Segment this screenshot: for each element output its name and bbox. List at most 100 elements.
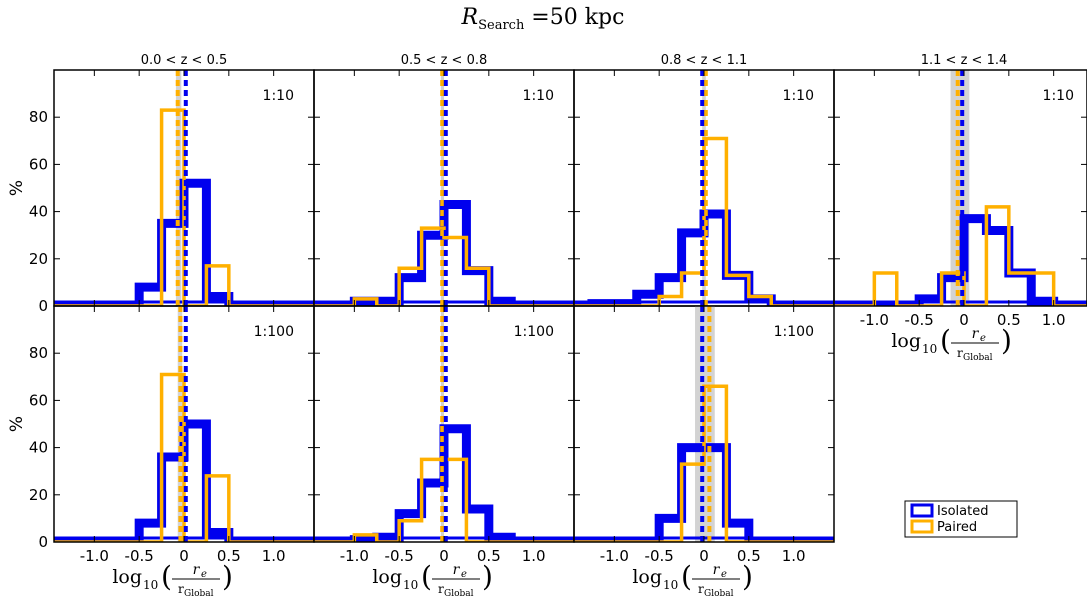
- x-axis-label-base: 10: [663, 578, 678, 592]
- mass-ratio-label: 1:100: [774, 324, 814, 340]
- panel-0: 1:10 0.0 < z < 0.5 0 20 40 60 80: [29, 53, 315, 315]
- x-tick-label: 0: [179, 547, 189, 565]
- x-axis-label-paren-open: (: [681, 560, 692, 593]
- paired-histogram: [574, 384, 834, 542]
- mass-ratio-label: 1:10: [1043, 88, 1074, 104]
- y-tick-label: 0: [38, 533, 48, 551]
- isolated-histogram: [574, 443, 834, 542]
- paired-histogram: [574, 136, 834, 306]
- x-axis-label-denominator-sub: Global: [704, 589, 734, 599]
- x-axis-label-denominator-sub: Global: [963, 353, 993, 363]
- x-axis-label-paren-open: (: [940, 324, 951, 357]
- median-band: [440, 306, 444, 542]
- legend-label-isolated: Isolated: [937, 504, 989, 519]
- x-tick-label: 0: [439, 547, 449, 565]
- x-tick-label: -1.0: [860, 311, 889, 329]
- x-axis-label-log: log: [891, 330, 921, 352]
- x-axis-label-log: log: [632, 566, 662, 588]
- legend: Isolated Paired: [904, 500, 1018, 538]
- x-tick-label: 0.5: [217, 547, 241, 565]
- panel-grid: 1:10 0.0 < z < 0.5 0 20 40 60 80 1:10 0.5 < z < …: [29, 53, 1087, 565]
- x-axis-label-log: log: [372, 566, 402, 588]
- x-axis-label-paren-open: (: [421, 560, 432, 593]
- median-band: [440, 70, 444, 306]
- median-band: [175, 70, 182, 306]
- x-axis-label-paren-close: ): [482, 560, 493, 593]
- x-tick-label: 0.5: [477, 547, 501, 565]
- x-tick-label: -0.5: [645, 547, 674, 565]
- legend-swatch-isolated: [910, 503, 934, 518]
- mass-ratio-label: 1:100: [514, 324, 554, 340]
- x-tick-label: -0.5: [125, 547, 154, 565]
- mass-ratio-label: 1:10: [783, 88, 814, 104]
- y-tick-label: 40: [29, 203, 48, 221]
- paired-histogram: [314, 457, 574, 542]
- x-tick-label: -1.0: [80, 547, 109, 565]
- x-axis-label-denominator: r: [178, 582, 184, 596]
- x-tick-label: 0: [699, 547, 709, 565]
- y-axis-label-top: %: [7, 180, 27, 196]
- figure-title: RSearch =50 kpc: [461, 5, 625, 33]
- panel-2: 1:10 0.8 < z < 1.1: [573, 53, 835, 307]
- y-tick-label: 60: [29, 391, 48, 409]
- x-axis-label: log 10(r er Global): [372, 560, 493, 599]
- x-axis-label-paren-close: ): [742, 560, 753, 593]
- x-axis-label-denominator: r: [438, 582, 444, 596]
- y-tick-label: 80: [29, 108, 48, 126]
- x-tick-label: 0.5: [997, 311, 1021, 329]
- x-axis-label-numerator: r: [193, 562, 201, 578]
- mass-ratio-label: 1:10: [523, 88, 554, 104]
- y-tick-label: 0: [38, 297, 48, 315]
- x-tick-label: -0.5: [905, 311, 934, 329]
- panel-5: 1:100 -1.0 -0.5 0 0.5 1.0: [313, 305, 575, 565]
- x-axis-label-numerator-sub: e: [980, 333, 986, 344]
- x-tick-label: -1.0: [600, 547, 629, 565]
- y-tick-label: 20: [29, 486, 48, 504]
- isolated-histogram: [574, 209, 834, 306]
- panel-1: 1:10 0.5 < z < 0.8: [313, 53, 575, 307]
- isolated-histogram: [314, 200, 574, 306]
- x-tick-label: 1.0: [1042, 311, 1066, 329]
- x-axis-label-numerator-sub: e: [721, 569, 727, 580]
- paired-histogram: [314, 226, 574, 306]
- paired-histogram: [834, 205, 1087, 306]
- y-tick-label: 80: [29, 344, 48, 362]
- y-axis-label-bottom: %: [7, 416, 27, 432]
- panel-frame: [833, 69, 1087, 307]
- x-axis-label-log: log: [112, 566, 142, 588]
- mass-ratio-label: 1:10: [263, 88, 294, 104]
- legend-swatch-paired: [910, 519, 934, 534]
- y-tick-label: 60: [29, 155, 48, 173]
- x-axis-label-base: 10: [143, 578, 158, 592]
- x-axis-label-paren-close: ): [222, 560, 233, 593]
- x-axis-label-numerator-sub: e: [461, 569, 467, 580]
- panel-title: 0.0 < z < 0.5: [141, 53, 228, 68]
- panel-4: 1:100 0 20 40 60 80 -1.0 -0.5 0 0.5 1.0: [29, 305, 315, 565]
- panel-6: 1:100 -1.0 -0.5 0 0.5 1.0: [573, 305, 835, 565]
- x-axis-label: log 10(r er Global): [891, 324, 1012, 363]
- x-axis-label-base: 10: [403, 578, 418, 592]
- x-axis-label: log 10(r er Global): [632, 560, 753, 599]
- x-axis-label-numerator: r: [972, 326, 980, 342]
- isolated-histogram: [54, 419, 314, 542]
- x-axis-label-paren-close: ): [1001, 324, 1012, 357]
- panel-3: 1:10 1.1 < z < 1.4 -1.0 -0.5 0 0.5 1.0: [833, 53, 1087, 329]
- x-tick-label: 1.0: [782, 547, 806, 565]
- x-axis-label-denominator: r: [698, 582, 704, 596]
- x-tick-label: 0: [959, 311, 969, 329]
- x-axis-label-numerator: r: [713, 562, 721, 578]
- isolated-histogram: [314, 424, 574, 542]
- x-axis-label-denominator-sub: Global: [444, 589, 474, 599]
- x-tick-label: -0.5: [385, 547, 414, 565]
- paired-histogram: [54, 108, 314, 306]
- x-axis-label-denominator: r: [957, 346, 963, 360]
- panel-title: 1.1 < z < 1.4: [921, 53, 1008, 68]
- legend-label-paired: Paired: [937, 520, 977, 535]
- mass-ratio-label: 1:100: [254, 324, 294, 340]
- x-axis-label-paren-open: (: [161, 560, 172, 593]
- panel-title: 0.8 < z < 1.1: [661, 53, 748, 68]
- x-axis-labels: log 10(r er Global) log 10(r er Global) log 10(r e…: [112, 324, 1012, 599]
- x-tick-label: 1.0: [262, 547, 286, 565]
- x-axis-label-numerator: r: [453, 562, 461, 578]
